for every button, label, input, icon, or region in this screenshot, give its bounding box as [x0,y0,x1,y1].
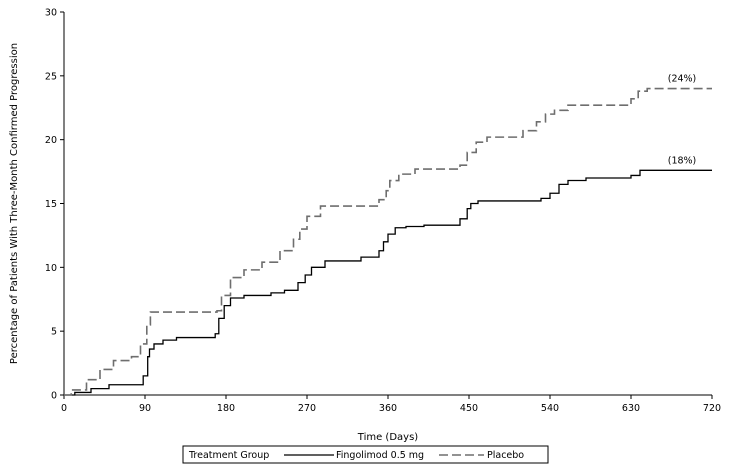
x-tick-label: 90 [139,403,151,414]
fingolimod-line [64,169,712,396]
fingolimod-end-label: (18%) [668,155,697,166]
y-tick-label: 20 [45,135,57,146]
x-axis-title: Time (Days) [357,432,419,443]
y-tick-label: 25 [45,71,57,82]
legend-box [182,445,549,464]
x-tick-label: 450 [460,403,478,414]
y-tick-label: 5 [51,327,57,338]
x-tick-label: 540 [541,403,559,414]
y-tick-label: 10 [45,263,57,274]
axes: 0 5 10 15 20 25 30 0 90 180 270 360 450 540 630 720 [45,8,721,415]
placebo-end-label: (24%) [668,74,697,85]
placebo-line [64,87,712,396]
legend-label-placebo: Placebo [487,450,524,461]
legend-label-fingolimod: Fingolimod 0.5 mg [336,450,424,461]
legend-title: Treatment Group [188,450,269,461]
x-tick-label: 720 [703,403,721,414]
x-tick-label: 180 [217,403,235,414]
legend: Treatment Group Fingolimod 0.5 mg Placebo [182,445,549,464]
y-axis-title: Percentage of Patients With Three-Month … [9,43,20,364]
y-tick-label: 30 [45,8,57,19]
x-tick-label: 630 [622,403,640,414]
y-tick-label: 0 [51,391,57,402]
x-tick-label: 360 [379,403,397,414]
series-layer: (18%) (24%) [64,74,712,396]
y-tick-label: 15 [45,199,57,210]
x-tick-label: 270 [298,403,316,414]
x-tick-label: 0 [61,403,67,414]
